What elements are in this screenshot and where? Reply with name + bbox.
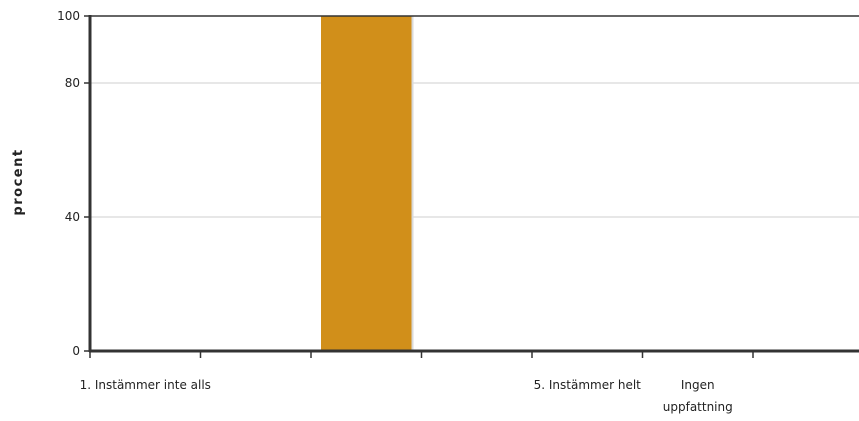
y-tick-label: 80 xyxy=(65,76,80,90)
y-tick-labels: 0 40 80 100 xyxy=(57,9,80,358)
grid-lines xyxy=(90,15,859,218)
y-tick-label: 40 xyxy=(65,210,80,224)
bars xyxy=(321,16,414,351)
y-tick-label: 100 xyxy=(57,9,80,23)
axes xyxy=(84,15,859,358)
y-tick-label: 0 xyxy=(72,344,80,358)
y-axis-title: procent xyxy=(11,148,26,215)
x-tick-label: 5. Instämmer helt xyxy=(534,378,642,392)
x-tick-label: 1. Instämmer inte alls xyxy=(80,378,211,392)
bar xyxy=(321,16,412,351)
x-tick-label: Ingen uppfattning xyxy=(663,378,733,414)
x-tick-labels: 1. Instämmer inte alls 5. Instämmer helt I… xyxy=(80,378,733,414)
